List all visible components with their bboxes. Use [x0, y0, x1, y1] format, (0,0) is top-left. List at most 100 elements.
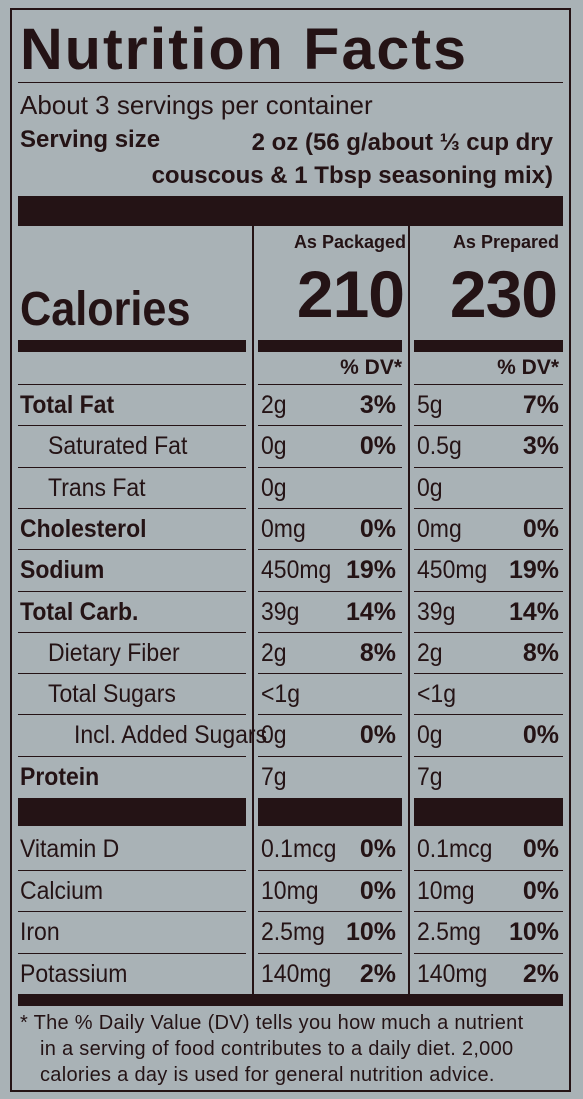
row-divider [258, 549, 402, 551]
nutrient-name: Calcium [20, 876, 104, 905]
nutrient-row: Total Carb. 39g 14% 39g 14% [20, 591, 561, 632]
packaged-amount: 2g [261, 391, 287, 419]
prepared-daily-value: 10% [508, 918, 559, 946]
row-divider [258, 911, 402, 912]
prepared-amount: 0mg [417, 514, 462, 543]
row-divider [18, 631, 246, 633]
footnote-line-3: calories a day is used for general nutri… [40, 1064, 495, 1086]
nutrient-name: Dietary Fiber [48, 638, 180, 667]
row-divider [258, 714, 402, 716]
packaged-amount: <1g [261, 680, 301, 709]
row-divider [414, 590, 563, 592]
thick-bar-top [18, 196, 563, 226]
calories-bar-1 [18, 340, 246, 352]
packaged-amount: 140mg [261, 959, 332, 988]
prepared-amount: <1g [417, 680, 457, 709]
column-divider-1 [252, 226, 254, 994]
nutrient-row: Cholesterol 0mg 0% 0mg 0% [20, 508, 561, 549]
thick-bar-bottom [18, 994, 563, 1006]
nutrient-name: Sodium [20, 556, 105, 585]
calories-prepared: 230 [449, 257, 558, 331]
packaged-amount: 0g [261, 473, 287, 502]
divider [18, 82, 563, 83]
calories-bar-2 [258, 340, 402, 352]
prepared-amount: 7g [417, 762, 443, 791]
row-divider [18, 590, 246, 592]
vitamin-bar-2 [258, 798, 402, 826]
prepared-daily-value: 3% [522, 432, 559, 461]
nutrient-name: Vitamin D [20, 835, 120, 863]
nutrient-name: Total Carb. [20, 597, 139, 626]
prepared-amount: 2g [417, 638, 443, 667]
nutrient-row: Incl. Added Sugars 0g 0% 0g 0% [20, 714, 561, 755]
vitamin-bar-3 [414, 798, 563, 826]
packaged-daily-value: 0% [359, 432, 396, 461]
row-divider [414, 384, 563, 385]
row-divider [414, 631, 563, 633]
nutrient-name: Total Fat [20, 391, 115, 419]
column-divider-2 [408, 226, 410, 994]
packaged-daily-value: 19% [345, 556, 396, 585]
vitamin-bar-1 [18, 798, 246, 826]
row-divider [258, 590, 402, 592]
prepared-amount: 0g [417, 473, 443, 502]
packaged-amount: 0g [261, 721, 287, 750]
packaged-daily-value: 0% [359, 721, 396, 750]
nutrient-row: Protein 7g 7g [20, 756, 561, 797]
packaged-amount: 2.5mg [261, 918, 325, 946]
nutrient-row: Trans Fat 0g 0g [20, 467, 561, 508]
prepared-amount: 0.5g [417, 432, 462, 461]
row-divider [414, 911, 563, 912]
nutrient-name: Trans Fat [48, 473, 146, 502]
prepared-amount: 10mg [417, 876, 475, 905]
row-divider [414, 952, 563, 954]
servings-per-container: About 3 servings per container [20, 90, 373, 120]
dv-heading-prepared: % DV* [497, 356, 559, 379]
nutrient-name: Total Sugars [48, 680, 176, 709]
prepared-daily-value: 0% [522, 514, 559, 543]
footnote: * The % Daily Value (DV) tells you how m… [20, 1010, 523, 1088]
footnote-line-1: * The % Daily Value (DV) tells you how m… [20, 1012, 524, 1034]
packaged-amount: 0mg [261, 514, 306, 543]
prepared-amount: 0.1mcg [417, 835, 493, 863]
packaged-daily-value: 2% [359, 959, 396, 988]
nutrient-row: Saturated Fat 0g 0% 0.5g 3% [20, 425, 561, 466]
serving-size-line-2: couscous & 1 Tbsp seasoning mix) [151, 162, 553, 189]
row-divider [258, 952, 402, 954]
row-divider [18, 549, 246, 551]
row-divider [414, 466, 563, 468]
nutrient-name: Incl. Added Sugars [74, 721, 268, 750]
calories-bar-3 [414, 340, 563, 352]
row-divider [258, 466, 402, 468]
packaged-daily-value: 0% [359, 514, 396, 543]
serving-size-line-1: 2 oz (56 g/about ⅓ cup dry [251, 129, 553, 156]
prepared-amount: 450mg [417, 556, 488, 585]
packaged-amount: 0.1mcg [261, 835, 337, 863]
nutrient-row: Potassium 140mg 2% 140mg 2% [20, 953, 561, 994]
nutrient-row: Total Fat 2g 3% 5g 7% [20, 384, 561, 425]
row-divider [258, 507, 402, 509]
calories-label: Calories [20, 283, 191, 336]
nutrient-name: Protein [20, 762, 100, 791]
nutrient-row: Vitamin D 0.1mcg 0% 0.1mcg 0% [20, 828, 561, 869]
row-divider [414, 673, 563, 675]
row-divider [414, 507, 563, 509]
serving-size-value: 2 oz (56 g/about ⅓ cup dry couscous & 1 … [152, 126, 553, 192]
row-divider [258, 631, 402, 633]
row-divider [258, 673, 402, 675]
row-divider [414, 714, 563, 716]
nutrient-row: Total Sugars <1g <1g [20, 673, 561, 714]
prepared-amount: 5g [417, 391, 443, 419]
dv-heading-packaged: % DV* [340, 356, 402, 379]
nutrient-name: Cholesterol [20, 514, 147, 543]
nutrient-name: Saturated Fat [48, 432, 188, 461]
col-heading-prepared: As Prepared [452, 232, 559, 252]
row-divider [414, 869, 563, 871]
packaged-daily-value: 10% [345, 918, 396, 946]
row-divider [258, 384, 402, 385]
prepared-amount: 39g [417, 597, 456, 626]
prepared-amount: 140mg [417, 959, 488, 988]
packaged-daily-value: 3% [359, 391, 396, 419]
packaged-amount: 39g [261, 597, 300, 626]
row-divider [18, 384, 246, 385]
